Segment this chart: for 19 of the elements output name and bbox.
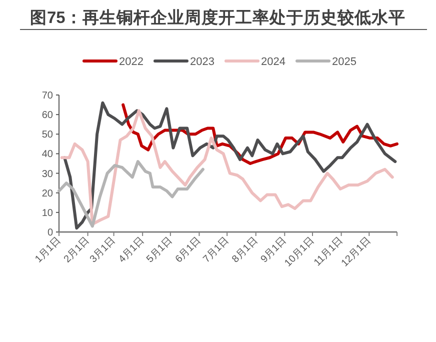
x-tick-label: 5月1日 bbox=[144, 235, 175, 266]
chart-title: 图75：再生铜杆企业周度开工率处于历史较低水平 bbox=[30, 8, 406, 27]
legend-label: 2025 bbox=[332, 56, 356, 68]
y-tick-label: 60 bbox=[42, 110, 54, 122]
x-tick-label: 7月1日 bbox=[201, 235, 232, 266]
y-tick-label: 40 bbox=[42, 149, 54, 160]
legend-label: 2022 bbox=[119, 56, 144, 68]
x-tick-label: 8月1日 bbox=[230, 235, 260, 266]
x-tick-label: 6月1日 bbox=[174, 235, 204, 266]
y-tick-label: 10 bbox=[42, 208, 54, 219]
y-tick-label: 70 bbox=[42, 90, 54, 102]
y-tick-label: 20 bbox=[42, 188, 54, 200]
legend-label: 2024 bbox=[261, 56, 286, 68]
line-series bbox=[58, 160, 204, 228]
y-tick-label: 50 bbox=[42, 130, 54, 141]
x-tick-label: 4月1日 bbox=[116, 235, 147, 266]
y-tick-label: 30 bbox=[42, 168, 54, 180]
x-tick-label: 3月1日 bbox=[88, 235, 118, 266]
legend-label: 2023 bbox=[190, 56, 214, 68]
